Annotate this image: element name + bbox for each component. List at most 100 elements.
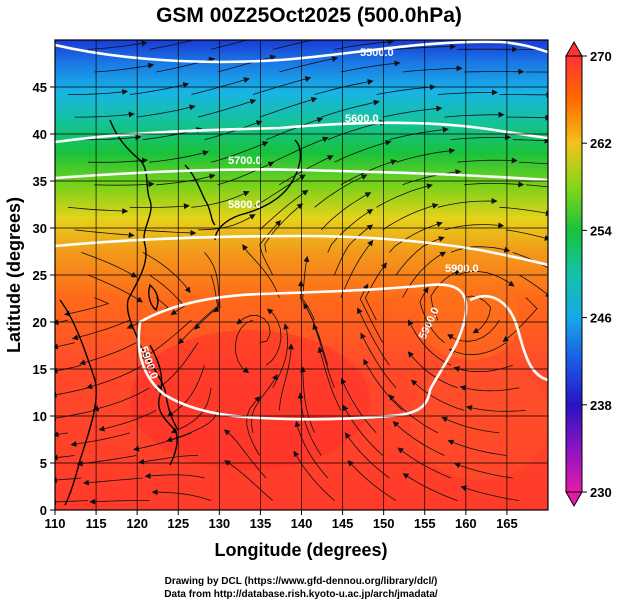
streamline — [408, 319, 452, 366]
streamline — [144, 472, 205, 479]
streamline — [293, 450, 335, 501]
streamline — [506, 114, 548, 121]
streamline — [525, 184, 548, 188]
streamline — [317, 346, 342, 411]
contour-label: 5500.0 — [360, 47, 394, 59]
contour-label: 5900.0 — [445, 263, 479, 275]
streamline — [133, 432, 192, 452]
streamline — [453, 364, 513, 373]
colorbar-ticks: 270 262 254 246 238 230 — [582, 49, 612, 500]
streamline — [68, 206, 129, 214]
x-axis-label: Longitude (degrees) — [214, 540, 387, 560]
streamline — [499, 206, 548, 216]
streamline — [204, 120, 263, 140]
y-tick-label: 40 — [33, 127, 47, 142]
streamline — [68, 88, 129, 95]
contour-line — [55, 234, 548, 267]
streamline — [334, 139, 392, 163]
streamline — [265, 308, 282, 366]
streamline — [441, 416, 500, 434]
streamline — [55, 431, 69, 438]
streamline — [70, 432, 130, 447]
streamline — [312, 323, 335, 388]
colorbar-bottom-arrow — [565, 491, 583, 508]
streamline — [466, 404, 526, 412]
streamline — [89, 498, 150, 505]
streamline — [81, 134, 142, 141]
streamline — [278, 343, 294, 411]
streamline — [149, 40, 209, 50]
streamline — [217, 54, 277, 73]
x-tick-label: 130 — [208, 516, 230, 531]
streamline — [197, 98, 257, 118]
streamline — [519, 161, 548, 165]
streamline — [204, 252, 221, 313]
streamline — [259, 189, 309, 231]
footer-data-source: Data from http://database.rish.kyoto-u.a… — [164, 589, 438, 600]
contour-line — [55, 168, 548, 182]
japan-coastline — [214, 139, 302, 241]
streamline — [364, 262, 387, 321]
streamline — [242, 244, 280, 298]
streamline — [251, 374, 278, 433]
streamline — [149, 150, 209, 163]
streamline — [74, 229, 135, 238]
streamline — [191, 191, 250, 208]
y-tick-label: 45 — [33, 80, 47, 95]
streamline — [464, 181, 525, 188]
streamline — [392, 421, 445, 456]
x-tick-label: 110 — [45, 516, 66, 531]
streamline — [389, 126, 449, 140]
streamline — [502, 297, 538, 343]
height-contours — [55, 40, 548, 421]
streamline — [55, 476, 82, 483]
streamline — [94, 62, 155, 73]
y-tick-label: 20 — [33, 315, 47, 330]
streamline — [136, 229, 197, 236]
asia-coastline — [109, 119, 179, 431]
streamline — [55, 454, 75, 461]
streamline — [223, 429, 267, 479]
grid-lines — [55, 40, 548, 510]
streamline — [86, 364, 144, 390]
streamline — [457, 271, 515, 287]
streamline — [340, 377, 377, 434]
wind-streamlines — [55, 40, 548, 505]
streamline — [448, 342, 507, 356]
streamline — [252, 76, 312, 95]
streamline — [170, 387, 212, 434]
streamline — [444, 111, 505, 118]
streamline — [450, 134, 512, 141]
y-axis: 0 5 10 15 20 25 30 35 40 45 — [33, 80, 55, 518]
streamline — [156, 173, 216, 186]
streamline — [299, 366, 315, 434]
colorbar-tick-label: 238 — [590, 398, 612, 413]
y-tick-label: 0 — [40, 503, 47, 518]
streamline — [389, 221, 443, 253]
contour-line — [55, 40, 548, 64]
streamline — [55, 342, 75, 350]
streamline — [340, 60, 401, 73]
x-tick-label: 150 — [373, 516, 395, 531]
streamline — [506, 229, 548, 241]
y-tick-label: 35 — [33, 174, 47, 189]
streamline — [87, 274, 143, 303]
streamline — [79, 342, 137, 366]
streamline — [129, 203, 190, 210]
streamline — [395, 43, 457, 50]
streamline — [410, 379, 465, 411]
x-tick-label: 155 — [414, 516, 436, 531]
x-tick-label: 115 — [86, 516, 107, 531]
streamline — [138, 455, 199, 465]
chart-title: GSM 00Z25Oct2025 (500.0hPa) — [156, 4, 462, 27]
colorbar-top-arrow — [565, 40, 583, 57]
streamline — [272, 323, 290, 388]
colorbar-tick-label: 230 — [590, 485, 612, 500]
streamline — [347, 460, 397, 501]
x-tick-label: 145 — [332, 516, 354, 531]
contour-label: 5700.0 — [228, 155, 262, 167]
colorbar-tick-label: 270 — [590, 49, 612, 64]
streamline — [518, 274, 548, 298]
streamline — [142, 252, 191, 294]
streamline — [279, 56, 339, 73]
